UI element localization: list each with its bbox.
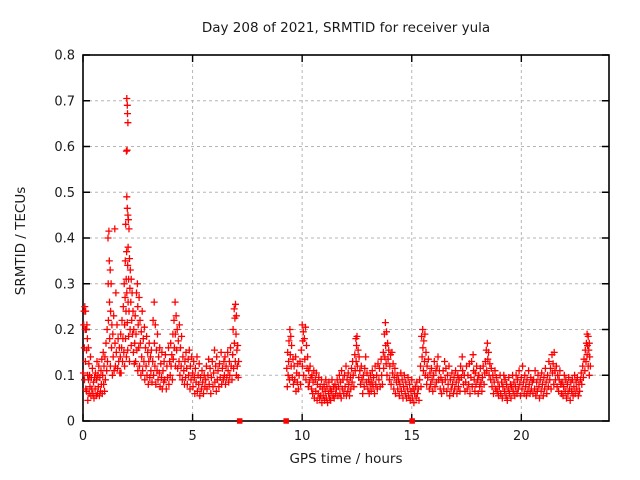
x-tick-label: 0 xyxy=(79,429,87,444)
y-tick-label: 0 xyxy=(67,415,75,430)
y-tick-label: 0.8 xyxy=(54,49,75,64)
plot-border xyxy=(82,54,610,422)
y-tick-label: 0.2 xyxy=(54,323,75,338)
y-tick-label: 0.5 xyxy=(54,186,75,201)
y-tick-label: 0.4 xyxy=(54,232,75,247)
data-point-square xyxy=(409,418,415,424)
data-point-square xyxy=(236,418,243,424)
y-tick-label: 0.6 xyxy=(54,140,75,155)
data-points-plus xyxy=(79,95,594,407)
y-tick-label: 0.7 xyxy=(54,94,75,109)
grid-lines xyxy=(83,55,609,421)
x-tick-label: 10 xyxy=(294,429,311,444)
x-tick-label: 15 xyxy=(403,429,420,444)
x-tick-label: 5 xyxy=(188,429,196,444)
y-tick-label: 0.1 xyxy=(54,369,75,384)
x-tick-label: 20 xyxy=(513,429,530,444)
data-point-square xyxy=(283,418,289,424)
chart-title: Day 208 of 2021, SRMTID for receiver yul… xyxy=(201,20,491,36)
y-axis-title-text: SRMTID / TECUs xyxy=(13,186,29,296)
x-axis-title: GPS time / hours xyxy=(289,451,403,467)
y-tick-label: 0.3 xyxy=(54,277,75,292)
